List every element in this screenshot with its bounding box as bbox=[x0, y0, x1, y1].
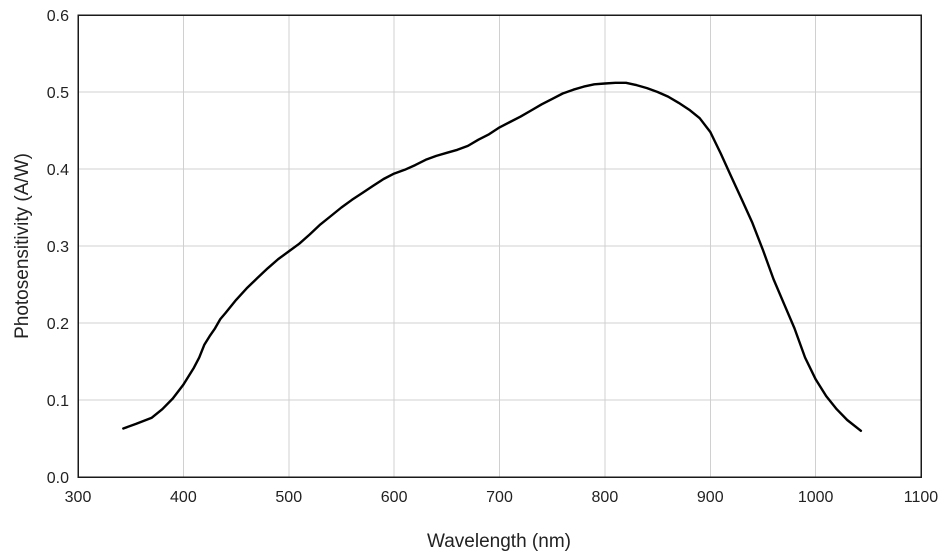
x-tick-label: 400 bbox=[170, 489, 197, 506]
y-tick-label: 0.2 bbox=[47, 316, 69, 333]
x-tick-label: 800 bbox=[592, 489, 619, 506]
x-tick-label: 700 bbox=[486, 489, 513, 506]
x-tick-label: 300 bbox=[65, 489, 92, 506]
x-tick-label: 1000 bbox=[798, 489, 834, 506]
y-tick-label: 0.4 bbox=[47, 162, 69, 179]
plot-frame bbox=[77, 14, 922, 478]
x-tick-label: 900 bbox=[697, 489, 724, 506]
y-axis-title: Photosensitivity (A/W) bbox=[12, 153, 33, 339]
y-tick-label: 0.5 bbox=[47, 85, 69, 102]
photosensitivity-series-line bbox=[122, 81, 863, 432]
y-tick-label: 0.0 bbox=[47, 470, 69, 487]
y-tick-label: 0.6 bbox=[47, 8, 69, 25]
grid bbox=[78, 15, 921, 477]
y-axis-ticks: 0.0 0.1 0.2 0.3 0.4 0.5 0.6 bbox=[47, 8, 69, 487]
series-layer bbox=[122, 81, 863, 432]
x-tick-label: 1100 bbox=[904, 489, 939, 506]
x-tick-label: 600 bbox=[381, 489, 408, 506]
y-tick-label: 0.1 bbox=[47, 393, 69, 410]
y-tick-label: 0.3 bbox=[47, 239, 69, 256]
x-axis-title: Wavelength (nm) bbox=[427, 531, 571, 552]
x-axis-ticks: 300 400 500 600 700 800 900 1000 1100 bbox=[65, 489, 939, 506]
x-tick-label: 500 bbox=[275, 489, 302, 506]
